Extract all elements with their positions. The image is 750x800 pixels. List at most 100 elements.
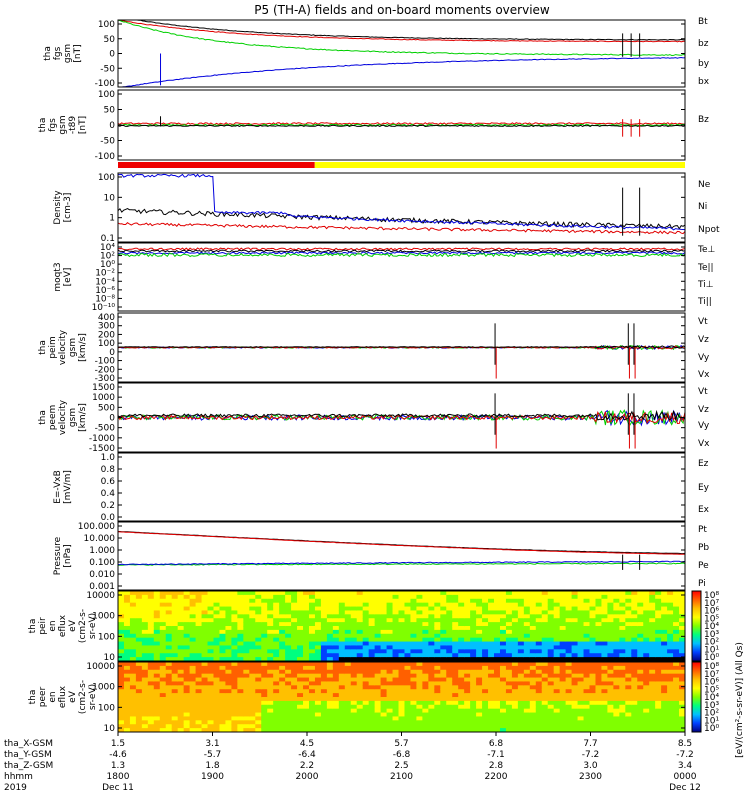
heatmap-cell <box>613 728 620 732</box>
heatmap-cell <box>195 614 203 619</box>
heatmap-cell <box>291 728 298 732</box>
heatmap-cell <box>147 645 155 650</box>
heatmap-cell <box>428 641 435 647</box>
heatmap-cell <box>673 637 680 643</box>
heatmap-cell <box>541 629 549 635</box>
heatmap-cell <box>338 594 346 600</box>
heatmap-cell <box>505 633 513 639</box>
heatmap-cell <box>350 641 358 647</box>
heatmap-cell <box>326 720 334 725</box>
heatmap-cell <box>249 716 256 721</box>
heatmap-cell <box>231 673 238 679</box>
heatmap-cell <box>559 662 567 667</box>
heatmap-cell <box>547 716 555 721</box>
heatmap-cell <box>404 716 412 721</box>
heatmap-cell <box>159 693 167 698</box>
heatmap-cell <box>189 716 197 721</box>
heatmap-cell <box>637 716 644 721</box>
heatmap-cell <box>255 653 262 658</box>
heatmap-cell <box>273 591 280 596</box>
heatmap-cell <box>303 662 310 667</box>
heatmap-cell <box>314 685 322 690</box>
heatmap-cell <box>338 697 346 702</box>
heatmap-cell <box>129 704 137 710</box>
heatmap-cell <box>410 657 418 661</box>
heatmap-cell <box>476 629 483 635</box>
heatmap-cell <box>637 662 644 667</box>
heatmap-cell <box>673 657 680 661</box>
heatmap-cell <box>279 633 286 639</box>
heatmap-cell <box>446 641 453 647</box>
heatmap-cell <box>422 693 429 698</box>
heatmap-cell <box>201 720 209 725</box>
heatmap-cell <box>619 633 626 639</box>
heatmap-cell <box>183 716 191 721</box>
heatmap-cell <box>368 724 376 729</box>
heatmap-cell <box>625 645 632 650</box>
heatmap-cell <box>314 673 322 679</box>
heatmap-cell <box>577 594 585 600</box>
heatmap-cell <box>344 681 352 686</box>
heatmap-cell <box>165 689 173 694</box>
heatmap-cell <box>434 602 441 608</box>
heatmap-cell <box>392 669 400 675</box>
heatmap-cell <box>285 598 292 604</box>
heatmap-cell <box>141 697 149 702</box>
heatmap-cell <box>147 594 155 600</box>
heatmap-cell <box>308 712 316 718</box>
heatmap-cell <box>440 622 447 627</box>
heatmap-cell <box>416 618 423 623</box>
heatmap-cell <box>267 662 274 667</box>
y-tick-label: -1500 <box>89 444 115 454</box>
heatmap-cell <box>219 610 227 615</box>
heatmap-cell <box>207 700 215 706</box>
heatmap-cell <box>619 629 626 635</box>
heatmap-cell <box>303 665 310 671</box>
heatmap-cell <box>482 665 489 671</box>
heatmap-cell <box>458 693 465 698</box>
heatmap-cell <box>189 653 197 658</box>
heatmap-cell <box>458 662 465 667</box>
heatmap-cell <box>452 633 459 639</box>
heatmap-cell <box>135 606 143 612</box>
heatmap-cell <box>398 665 406 671</box>
heatmap-cell <box>583 610 591 615</box>
heatmap-cell <box>320 700 328 706</box>
heatmap-cell <box>470 622 477 627</box>
heatmap-cell <box>285 665 292 671</box>
heatmap-cell <box>452 724 459 729</box>
heatmap-cell <box>613 594 620 600</box>
heatmap-cell <box>517 728 525 732</box>
heatmap-cell <box>643 629 650 635</box>
heatmap-cell <box>643 622 650 627</box>
heatmap-cell <box>452 708 459 714</box>
heatmap-cell <box>499 681 507 686</box>
heatmap-cell <box>470 665 477 671</box>
heatmap-cell <box>446 645 453 650</box>
heatmap-cell <box>637 708 644 714</box>
y-tick-label: 100 <box>98 703 115 713</box>
heatmap-cell <box>416 614 423 619</box>
x-tick-label: 1.8 <box>205 761 220 771</box>
heatmap-cell <box>511 689 519 694</box>
y-tick-label: 50 <box>104 106 116 116</box>
heatmap-cell <box>464 649 471 654</box>
heatmap-cell <box>535 610 543 615</box>
heatmap-cell <box>350 657 358 661</box>
heatmap-cell <box>356 689 364 694</box>
heatmap-cell <box>332 704 340 710</box>
heatmap-cell <box>291 641 298 647</box>
heatmap-cell <box>422 697 429 702</box>
heatmap-cell <box>499 724 507 729</box>
heatmap-cell <box>291 693 298 698</box>
heatmap-cell <box>380 677 388 683</box>
heatmap-cell <box>291 622 298 627</box>
heatmap-cell <box>446 712 453 718</box>
heatmap-cell <box>356 662 364 667</box>
heatmap-cell <box>637 704 644 710</box>
heatmap-cell <box>255 724 262 729</box>
heatmap-cell <box>135 708 143 714</box>
heatmap-cell <box>571 606 579 612</box>
heatmap-cell <box>249 728 256 732</box>
heatmap-cell <box>392 637 400 643</box>
